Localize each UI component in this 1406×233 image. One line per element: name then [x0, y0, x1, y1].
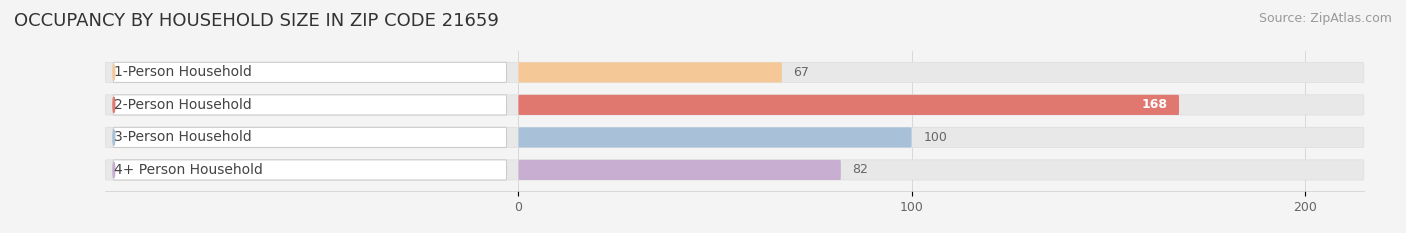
FancyBboxPatch shape [105, 62, 1364, 82]
Text: 2-Person Household: 2-Person Household [114, 98, 252, 112]
Text: 100: 100 [924, 131, 948, 144]
Text: 3-Person Household: 3-Person Household [114, 130, 252, 144]
Text: OCCUPANCY BY HOUSEHOLD SIZE IN ZIP CODE 21659: OCCUPANCY BY HOUSEHOLD SIZE IN ZIP CODE … [14, 12, 499, 30]
Text: Source: ZipAtlas.com: Source: ZipAtlas.com [1258, 12, 1392, 25]
Text: 82: 82 [852, 163, 869, 176]
Circle shape [112, 162, 115, 178]
Text: 168: 168 [1142, 98, 1167, 111]
FancyBboxPatch shape [519, 160, 841, 180]
Circle shape [112, 130, 115, 145]
FancyBboxPatch shape [519, 62, 782, 82]
Circle shape [112, 97, 115, 113]
Text: 4+ Person Household: 4+ Person Household [114, 163, 263, 177]
FancyBboxPatch shape [105, 160, 1364, 180]
FancyBboxPatch shape [519, 127, 911, 147]
Text: 1-Person Household: 1-Person Household [114, 65, 252, 79]
FancyBboxPatch shape [114, 127, 506, 147]
FancyBboxPatch shape [114, 95, 506, 115]
Circle shape [112, 65, 115, 80]
FancyBboxPatch shape [114, 62, 506, 82]
FancyBboxPatch shape [519, 95, 1180, 115]
FancyBboxPatch shape [105, 95, 1364, 115]
FancyBboxPatch shape [105, 127, 1364, 147]
FancyBboxPatch shape [114, 160, 506, 180]
Text: 67: 67 [793, 66, 810, 79]
